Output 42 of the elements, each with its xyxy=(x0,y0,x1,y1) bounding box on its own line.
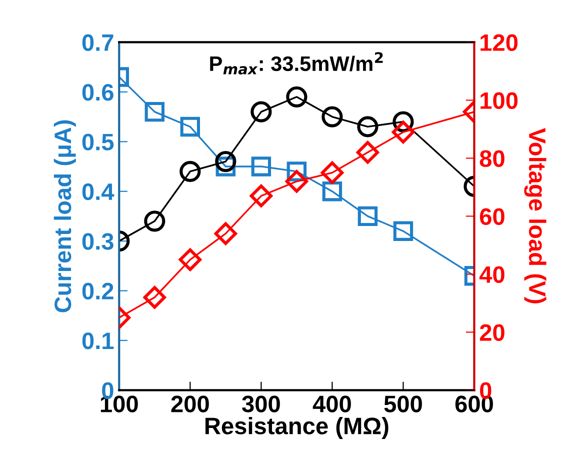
point xyxy=(180,116,200,137)
y-tick-label: 0.6 xyxy=(82,84,114,101)
x-tick-label: 300 xyxy=(242,396,280,412)
y-tick-label: 0.5 xyxy=(82,134,114,150)
point xyxy=(285,170,308,193)
y2-axis-title: Voltage load (V) xyxy=(524,128,546,304)
point xyxy=(322,106,343,128)
point xyxy=(144,102,165,122)
y2-tick-label: 20 xyxy=(480,324,504,341)
y-tick-label: 0.3 xyxy=(82,233,114,250)
y2-tick-label: 40 xyxy=(479,266,504,283)
annotation: P$_{max}$: 33.5mW/m$^{2}$ xyxy=(210,52,383,75)
y-tick-label: 0.4 xyxy=(82,183,114,200)
point xyxy=(143,286,166,309)
point xyxy=(286,86,308,108)
point xyxy=(214,222,238,245)
point xyxy=(358,206,378,226)
x-tick-label: 400 xyxy=(312,396,351,412)
point xyxy=(180,160,201,182)
y2-tick-label: 60 xyxy=(480,208,504,225)
y-tick-label: 0.1 xyxy=(82,332,114,350)
y2-tick-label: 100 xyxy=(480,92,518,110)
point xyxy=(393,221,414,241)
point xyxy=(320,161,344,184)
x-axis-title: Resistance (MΩ) xyxy=(205,417,388,440)
point xyxy=(356,141,380,164)
y-axis-title: Current load (μA) xyxy=(54,120,76,312)
y2-tick-label: 80 xyxy=(480,150,504,167)
x-tick-label: 500 xyxy=(384,396,422,412)
y2-tick-label: 120 xyxy=(480,34,518,52)
point xyxy=(357,116,378,138)
point xyxy=(144,210,166,232)
y-tick-label: 0.7 xyxy=(82,34,114,52)
y-tick-label: 0.2 xyxy=(82,282,114,300)
x-tick-label: 200 xyxy=(171,396,209,412)
point xyxy=(392,120,415,144)
point xyxy=(178,248,202,272)
point xyxy=(322,181,342,202)
point xyxy=(250,184,273,208)
point xyxy=(251,156,272,176)
point xyxy=(250,101,272,122)
point xyxy=(215,150,236,172)
